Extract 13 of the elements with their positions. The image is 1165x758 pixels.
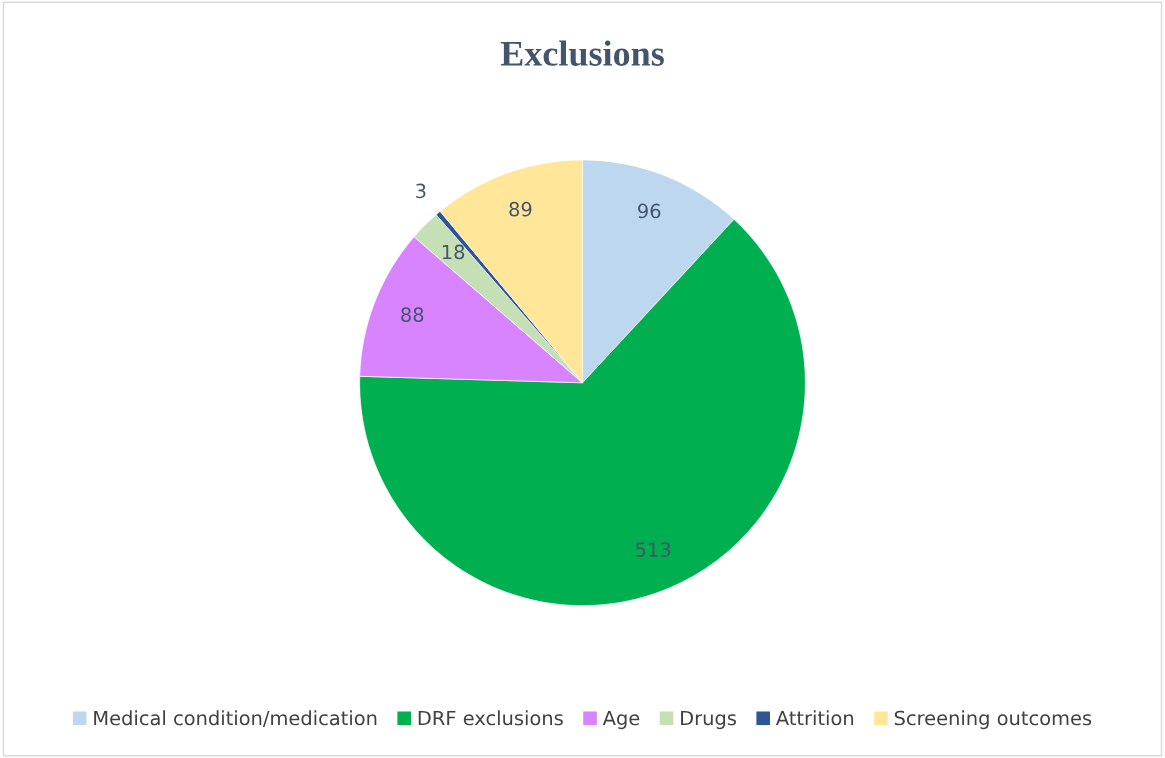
data-label: 89 bbox=[509, 201, 532, 217]
data-label: 18 bbox=[442, 244, 465, 260]
legend-label: Medical condition/medication bbox=[94, 710, 377, 727]
legend-label: DRF exclusions bbox=[418, 710, 563, 726]
legend-label: Drugs bbox=[681, 710, 736, 730]
legend-label: Attrition bbox=[775, 710, 854, 726]
data-label: 88 bbox=[401, 307, 424, 323]
data-label: 96 bbox=[638, 203, 661, 219]
chart-title: Exclusions bbox=[500, 40, 664, 66]
data-label: 513 bbox=[636, 542, 671, 557]
legend-label: Screening outcomes bbox=[894, 710, 1092, 730]
legend-label: Age bbox=[602, 710, 640, 730]
data-label: 3 bbox=[416, 183, 426, 199]
